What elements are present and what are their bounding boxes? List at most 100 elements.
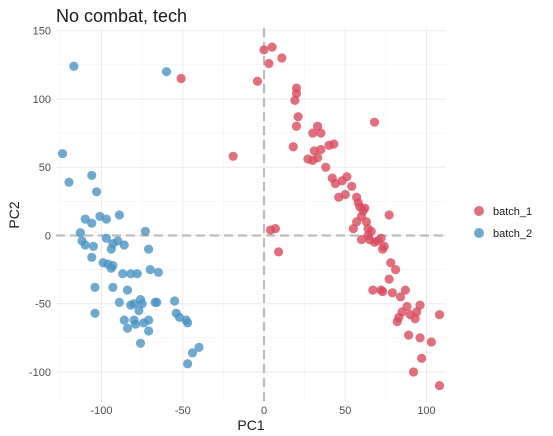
minor-gridlines	[56, 28, 446, 402]
legend-label-batch_2: batch_2	[493, 228, 532, 240]
x-tick-label: -50	[175, 405, 191, 417]
data-point-batch_1	[366, 226, 376, 236]
data-point-batch_2	[126, 269, 136, 279]
data-point-batch_2	[161, 67, 172, 77]
data-point-batch_1	[415, 333, 425, 343]
data-point-batch_1	[348, 224, 358, 234]
data-point-batch_2	[181, 315, 191, 325]
data-point-batch_2	[75, 228, 85, 238]
data-point-batch_2	[101, 233, 111, 243]
data-point-batch_2	[108, 282, 118, 292]
legend-key-batch_2	[474, 228, 484, 238]
data-point-batch_2	[131, 319, 141, 329]
data-point-batch_2	[170, 296, 180, 306]
data-point-batch_2	[134, 305, 144, 316]
data-point-batch_2	[145, 264, 155, 275]
data-point-batch_1	[290, 95, 300, 105]
data-point-batch_2	[69, 61, 79, 71]
data-point-batch_2	[106, 263, 116, 273]
data-point-batch_1	[321, 162, 331, 172]
data-point-batch_1	[316, 144, 326, 155]
data-point-batch_2	[106, 244, 116, 254]
data-point-batch_1	[291, 83, 302, 93]
data-point-batch_1	[342, 172, 352, 182]
data-point-batch_2	[98, 258, 108, 268]
data-point-batch_2	[64, 177, 74, 187]
data-point-batch_1	[176, 73, 186, 84]
data-point-batch_1	[384, 210, 394, 220]
y-tick-label: 150	[33, 26, 51, 38]
data-point-batch_1	[267, 42, 277, 52]
data-point-batch_2	[140, 226, 150, 236]
data-point-batch_2	[153, 267, 163, 277]
data-point-batch_1	[329, 139, 339, 149]
data-point-batch_2	[122, 323, 133, 333]
data-point-batch_2	[87, 252, 97, 262]
data-point-batch_1	[392, 316, 402, 327]
data-point-batch_2	[122, 285, 133, 295]
data-point-batch_2	[119, 240, 129, 250]
data-point-batch_1	[264, 58, 274, 69]
data-point-batch_1	[277, 53, 287, 63]
data-point-batch_2	[135, 338, 146, 348]
data-point-batch_1	[412, 307, 422, 317]
legend: batch_1 batch_2	[474, 206, 532, 240]
data-point-batch_1	[313, 121, 323, 131]
data-point-batch_1	[360, 203, 370, 213]
data-point-batch_1	[384, 274, 394, 284]
data-point-batch_2	[150, 297, 160, 307]
data-point-batch_2	[114, 297, 124, 307]
x-axis-title: PC1	[237, 417, 264, 433]
data-point-batch_1	[378, 286, 388, 297]
data-point-batch_2	[114, 210, 124, 220]
data-point-batch_2	[187, 348, 198, 358]
data-point-batch_1	[308, 128, 318, 138]
data-point-batch_2	[87, 170, 97, 181]
data-point-batch_2	[129, 299, 139, 309]
data-point-batch_2	[87, 218, 97, 228]
data-point-batch_1	[387, 288, 397, 298]
legend-key-batch_1	[474, 206, 484, 216]
y-axis-title: PC2	[6, 201, 22, 228]
data-point-batch_1	[378, 244, 388, 254]
data-point-batch_1	[265, 225, 276, 235]
data-point-batch_1	[291, 121, 302, 131]
data-point-batch_1	[252, 76, 263, 86]
data-point-batch_2	[183, 359, 193, 369]
data-point-batch_1	[386, 258, 396, 268]
data-point-batch_1	[434, 310, 445, 320]
data-point-batch_1	[352, 217, 362, 227]
data-point-batch_1	[288, 142, 298, 152]
chart-title: No combat, tech	[56, 6, 187, 26]
data-point-batch_2	[88, 241, 98, 251]
data-point-batch_1	[402, 301, 412, 312]
x-axis-ticks: -100 -50 0 50 100	[90, 405, 435, 417]
y-tick-label: -100	[29, 367, 51, 379]
data-point-batch_2	[92, 187, 102, 197]
data-point-batch_2	[101, 214, 111, 224]
data-point-batch_1	[369, 117, 380, 127]
data-points	[57, 42, 445, 391]
data-point-batch_1	[274, 247, 284, 257]
data-point-batch_1	[313, 153, 323, 163]
data-point-batch_1	[404, 330, 414, 340]
y-axis-ticks: -100 -50 0 50 100 150	[29, 26, 51, 379]
data-point-batch_1	[369, 237, 380, 247]
data-point-batch_2	[194, 342, 204, 353]
legend-label-batch_1: batch_1	[493, 206, 532, 218]
y-tick-label: -50	[35, 299, 51, 311]
data-point-batch_2	[90, 282, 100, 292]
y-tick-label: 100	[33, 94, 51, 106]
data-point-batch_1	[259, 45, 269, 55]
data-point-batch_1	[391, 264, 401, 275]
data-point-batch_2	[144, 326, 154, 336]
data-point-batch_2	[139, 318, 149, 328]
data-point-batch_1	[347, 181, 357, 191]
x-tick-label: 100	[417, 405, 435, 417]
data-point-batch_1	[228, 151, 238, 161]
data-point-batch_1	[417, 353, 427, 363]
data-point-batch_2	[144, 244, 154, 254]
data-point-batch_1	[368, 285, 378, 295]
